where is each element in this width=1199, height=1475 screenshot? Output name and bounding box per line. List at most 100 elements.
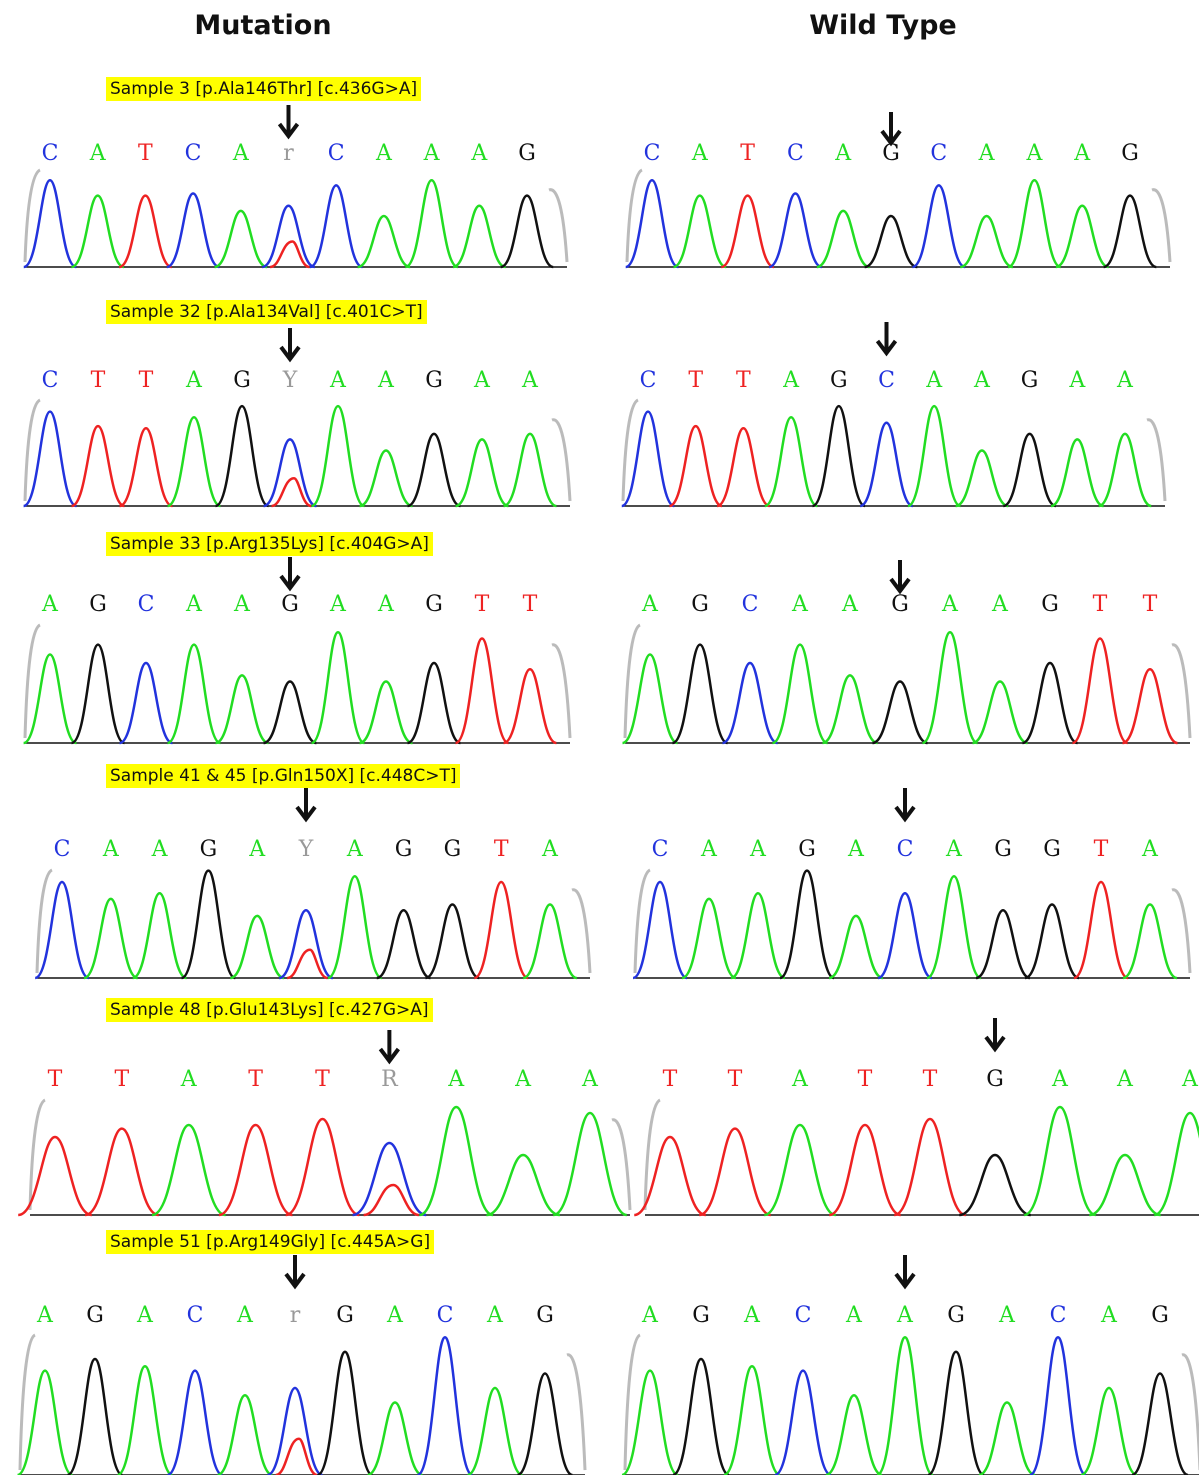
trace-peak xyxy=(764,415,818,508)
base-call-letter: T xyxy=(139,368,154,393)
base-call-letter: A xyxy=(102,837,120,862)
base-call-letter: A xyxy=(236,1303,254,1328)
trace-peak xyxy=(872,680,928,745)
trace-peak xyxy=(927,1350,985,1475)
base-call-letter: A xyxy=(185,368,203,393)
base-call-letter: C xyxy=(742,592,759,617)
edge-trace xyxy=(23,168,41,263)
base-call-letter: A xyxy=(486,1303,504,1328)
trace-peak xyxy=(116,1364,174,1475)
base-call-letter: A xyxy=(377,368,395,393)
trace-peak xyxy=(455,438,509,508)
trace-peak xyxy=(503,432,557,508)
base-call-letter: A xyxy=(941,592,959,617)
base-call-letter: C xyxy=(328,141,345,166)
trace-peak xyxy=(907,404,962,508)
trace-peak xyxy=(1055,204,1109,269)
base-call-letter: A xyxy=(89,141,107,166)
trace-peak xyxy=(132,891,187,980)
trace-peak xyxy=(698,1127,772,1217)
trace-peak xyxy=(473,880,529,980)
trace-peak xyxy=(359,449,413,508)
edge-trace xyxy=(551,643,572,739)
base-call-letter: T xyxy=(315,1067,330,1092)
trace-peak xyxy=(454,637,510,745)
base-call-letter: G xyxy=(891,592,909,617)
base-call-letter: C xyxy=(787,141,804,166)
down-arrow-icon xyxy=(894,1255,916,1290)
base-call-letter: A xyxy=(1116,1067,1134,1092)
trace-peak xyxy=(118,194,173,269)
base-call-letter: A xyxy=(151,837,169,862)
base-call-letter: A xyxy=(743,1303,761,1328)
down-arrow-icon xyxy=(295,788,317,823)
base-call-letter: A xyxy=(581,1067,599,1092)
trace-peak xyxy=(407,432,461,508)
base-call-letter: G xyxy=(1021,368,1039,393)
base-call-letter: G xyxy=(444,837,462,862)
base-call-letter: T xyxy=(494,837,509,862)
trace-peak xyxy=(672,194,727,269)
edge-trace xyxy=(611,1118,632,1211)
trace-peak xyxy=(768,192,823,269)
trace-peak xyxy=(503,667,557,745)
base-call-letter: G xyxy=(336,1303,354,1328)
base-call-letter: A xyxy=(233,592,251,617)
base-call-letter: A xyxy=(521,368,539,393)
base-call-letter: A xyxy=(41,592,59,617)
base-call-letter: G xyxy=(200,837,218,862)
trace-peak xyxy=(730,891,786,980)
base-call-letter: A xyxy=(232,141,250,166)
base-call-letter: C xyxy=(640,368,657,393)
base-call-letter: T xyxy=(91,368,106,393)
trace-peak xyxy=(180,869,236,980)
base-call-letter: A xyxy=(973,368,991,393)
base-call-letter: G xyxy=(1043,837,1061,862)
base-call-letter: T xyxy=(663,1067,678,1092)
trace-peak xyxy=(723,1364,781,1475)
sample-label: Sample 48 [p.Glu143Lys] [c.427G>A] xyxy=(106,998,433,1022)
base-call-letter: G xyxy=(830,368,848,393)
base-call-letter: A xyxy=(896,1303,914,1328)
down-arrow-icon xyxy=(894,788,916,823)
base-call-letter: C xyxy=(1050,1303,1067,1328)
trace-peak xyxy=(71,424,125,508)
base-call-letter: A xyxy=(641,592,659,617)
trace-peak xyxy=(278,908,334,980)
trace-peak xyxy=(822,674,878,745)
base-call-letter: G xyxy=(986,1067,1004,1092)
trace-peak xyxy=(721,661,779,745)
base-call-letter: T xyxy=(115,1067,130,1092)
trace-peak xyxy=(1007,179,1062,269)
base-call-letter: A xyxy=(1141,837,1159,862)
base-call-letter: A xyxy=(791,592,809,617)
base-call-letter: C xyxy=(138,592,155,617)
trace-peak xyxy=(828,1123,902,1217)
base-call-letter: T xyxy=(740,141,755,166)
base-call-letter: A xyxy=(700,837,718,862)
base-call-letter: A xyxy=(1025,141,1043,166)
secondary-peak xyxy=(271,476,312,508)
edge-trace xyxy=(571,888,592,974)
trace-peak xyxy=(166,192,220,269)
base-call-letter: A xyxy=(1100,1303,1118,1328)
base-call-letter: G xyxy=(1041,592,1059,617)
sample-label: Sample 41 & 45 [p.Gln150X] [c.448C>T] xyxy=(106,764,461,788)
base-call-letter: A xyxy=(36,1303,54,1328)
trace-peak xyxy=(263,438,317,508)
trace-peak xyxy=(214,209,268,269)
trace-peak xyxy=(516,1372,574,1475)
base-call-letter: T xyxy=(248,1067,263,1092)
trace-peak xyxy=(1131,1372,1189,1475)
base-call-letter: G xyxy=(1151,1303,1169,1328)
trace-peak xyxy=(720,194,775,269)
base-call-letter: A xyxy=(782,368,800,393)
trace-peak xyxy=(681,897,737,980)
base-call-letter: A xyxy=(541,837,559,862)
base-call-letter: G xyxy=(798,837,816,862)
trace-peak xyxy=(216,1393,274,1475)
edge-trace xyxy=(621,398,639,502)
